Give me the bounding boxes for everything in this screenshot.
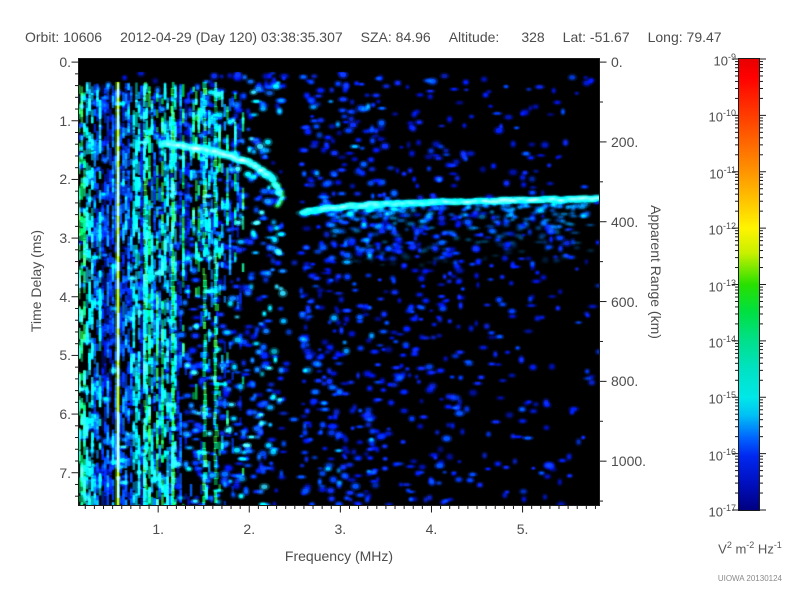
colorbar <box>739 59 759 510</box>
units-exponent: -1 <box>773 540 782 550</box>
colorbar-label-base: 10 <box>709 166 724 182</box>
colorbar-label-base: 10 <box>708 391 723 407</box>
y-left-tick-label: 0. <box>59 54 71 71</box>
colorbar-label-exponent: -11 <box>723 164 736 175</box>
units-exponent: -2 <box>746 540 755 550</box>
colorbar-label-exponent: -12 <box>722 221 736 232</box>
y-left-tick-label: 5. <box>59 347 71 364</box>
spectrogram-canvas <box>78 58 600 505</box>
colorbar-label-base: 10 <box>708 335 723 351</box>
y-left-tick-label: 6. <box>59 406 71 423</box>
colorbar-label-base: 10 <box>708 447 723 463</box>
colorbar-label-base: 10 <box>713 53 728 69</box>
y-axis-right-title: Apparent Range (km) <box>648 205 664 339</box>
x-tick-label: 5. <box>516 521 529 537</box>
y-axis-left-title: Time Delay (ms) <box>28 229 44 333</box>
colorbar-label-exponent: -10 <box>722 108 736 119</box>
y-right-tick-label: 800. <box>611 373 639 390</box>
x-tick-label: 4. <box>425 521 438 537</box>
latitude-field: Lat: -51.67 <box>562 29 630 45</box>
orbit-field: Orbit: 10606 <box>25 29 103 45</box>
colorbar-label-base: 10 <box>708 278 723 294</box>
colorbar-label-base: 10 <box>708 109 723 125</box>
y-left-tick-label: 7. <box>59 464 71 481</box>
y-right-tick-label: 1000. <box>611 453 647 470</box>
units-base: V <box>718 541 727 557</box>
x-tick-label: 3. <box>334 521 347 537</box>
x-axis-title: Frequency (MHz) <box>284 548 394 564</box>
colorbar-label-exponent: -15 <box>722 390 736 401</box>
y-right-tick-label: 0. <box>611 54 623 71</box>
altitude-value: 328 <box>521 29 545 45</box>
colorbar-label-exponent: -9 <box>727 52 736 62</box>
watermark: UIOWA 20130124 <box>717 574 782 583</box>
header-info: Orbit: 10606 2012-04-29 (Day 120) 03:38:… <box>25 29 722 45</box>
units-base: Hz <box>754 541 774 557</box>
colorbar-label-base: 10 <box>708 504 723 520</box>
longitude-field: Long: 79.47 <box>647 29 722 45</box>
x-tick-label: 2. <box>243 521 256 537</box>
colorbar-label-exponent: -14 <box>722 333 736 344</box>
x-tick-label: 1. <box>152 521 164 537</box>
y-right-tick-label: 200. <box>611 133 639 150</box>
y-left-tick-label: 1. <box>59 112 71 129</box>
units-exponent: 2 <box>726 540 732 550</box>
colorbar-label-exponent: -13 <box>722 277 736 288</box>
altitude-label: Altitude: <box>448 29 500 45</box>
y-right-tick-label: 600. <box>611 293 639 310</box>
colorbar-label-exponent: -17 <box>722 503 736 513</box>
altitude-field: Altitude: 328 <box>449 29 545 45</box>
sza-field: SZA: 84.96 <box>360 29 431 45</box>
y-right-tick-label: 400. <box>611 213 639 230</box>
units-base: m <box>731 541 747 557</box>
colorbar-units: V2 m-2 Hz-1 <box>700 540 800 556</box>
y-left-tick-label: 2. <box>59 171 71 188</box>
datetime-field: 2012-04-29 (Day 120) 03:38:35.307 <box>120 29 343 45</box>
colorbar-label-exponent: -16 <box>722 446 736 457</box>
colorbar-label-base: 10 <box>708 222 723 238</box>
